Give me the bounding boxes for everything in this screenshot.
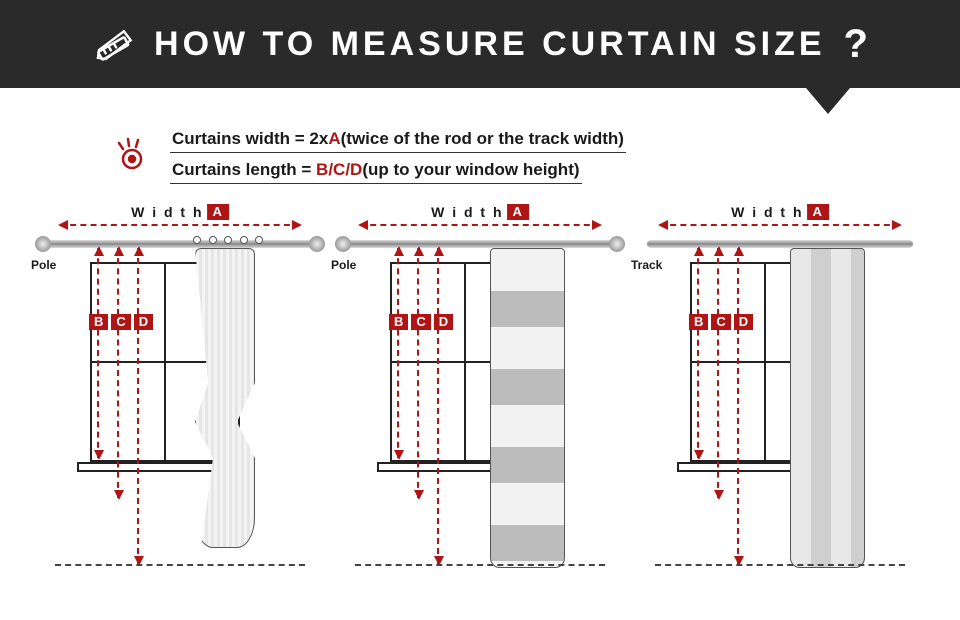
length-key-badges: B C D [389,314,453,330]
mount-label: Pole [31,258,56,272]
curtain-rod [347,240,613,248]
key-d-badge: D [734,314,753,330]
formula-block: Curtains width = 2xA(twice of the rod or… [110,126,960,184]
width-label-text: W i d t h [731,204,803,220]
width-arrow [60,224,300,226]
curtain-drape [790,248,865,568]
curtain-rod [47,240,313,248]
ruler-pencil-icon [92,22,136,66]
length-arrow-c [117,248,119,498]
width-key-badge: A [508,204,529,220]
floor-line [355,564,605,566]
length-arrow-b [697,248,699,458]
formula-width: Curtains width = 2xA(twice of the rod or… [170,126,626,153]
width-label: W i d t h A [131,204,229,220]
curtain-drape [490,248,565,568]
curtain-rings [193,236,263,246]
length-arrow-d [137,248,139,564]
width-key-badge: A [208,204,229,220]
diagram-panel-pole-tied: W i d t h A Pole B C D [35,204,325,584]
formula-length-prefix: Curtains length = [172,160,316,179]
width-arrow [660,224,900,226]
key-b-badge: B [89,314,108,330]
mount-label: Pole [331,258,356,272]
key-d-badge: D [134,314,153,330]
width-label: W i d t h A [731,204,829,220]
header-bar: HOW TO MEASURE CURTAIN SIZE ? [0,0,960,88]
callout-arrow-icon [806,88,850,114]
length-arrow-b [397,248,399,458]
key-c-badge: C [411,314,430,330]
key-b-badge: B [689,314,708,330]
floor-line [55,564,305,566]
mount-label: Track [631,258,662,272]
width-label-text: W i d t h [131,204,203,220]
curtain-track [647,240,913,248]
diagram-panel-track-check: W i d t h A Track B C D [635,204,925,584]
length-arrow-c [717,248,719,498]
floor-line [655,564,905,566]
length-arrow-c [417,248,419,498]
formula-width-suffix: (twice of the rod or the track width) [341,129,624,148]
width-label-text: W i d t h [431,204,503,220]
key-d-badge: D [434,314,453,330]
announce-icon [110,135,150,175]
formula-length: Curtains length = B/C/D(up to your windo… [170,157,582,184]
page-title: HOW TO MEASURE CURTAIN SIZE [154,25,826,64]
key-c-badge: C [111,314,130,330]
diagram-panel-pole-stripe: W i d t h A Pole B C D [335,204,625,584]
curtain-drape [195,248,255,548]
length-key-badges: B C D [89,314,153,330]
length-key-badges: B C D [689,314,753,330]
formula-width-prefix: Curtains width = 2x [172,129,328,148]
width-arrow [360,224,600,226]
key-c-badge: C [711,314,730,330]
formula-length-key: B/C/D [316,160,362,179]
length-arrow-d [737,248,739,564]
question-icon: ? [844,22,868,67]
length-arrow-d [437,248,439,564]
key-b-badge: B [389,314,408,330]
width-label: W i d t h A [431,204,529,220]
formula-length-suffix: (up to your window height) [362,160,579,179]
diagram-row: W i d t h A Pole B C D W i d t h A Pole [0,184,960,584]
width-key-badge: A [808,204,829,220]
formula-width-key: A [328,129,340,148]
length-arrow-b [97,248,99,458]
